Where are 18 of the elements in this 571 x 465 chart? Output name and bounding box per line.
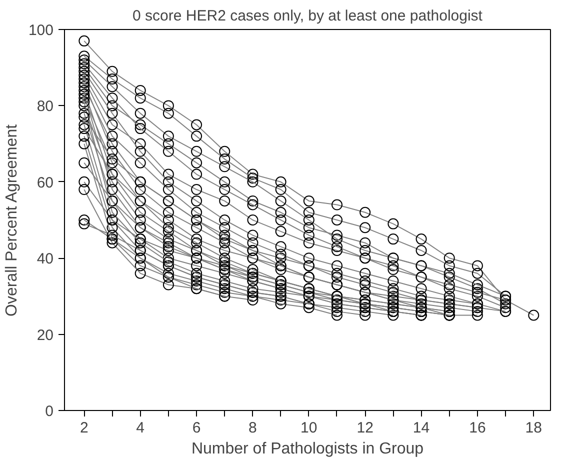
chart-title: 0 score HER2 cases only, by at least one pathologist [132, 8, 484, 24]
x-tick-label: 12 [356, 420, 374, 436]
x-axis-title: Number of Pathologists in Group [191, 440, 424, 458]
y-tick-label: 80 [36, 98, 54, 116]
y-tick-label: 20 [36, 326, 54, 344]
x-tick-label: 4 [136, 420, 145, 436]
x-tick-label: 6 [192, 420, 201, 436]
x-tick-label: 8 [248, 420, 257, 436]
x-tick-label: 10 [300, 420, 318, 436]
x-tick-label: 16 [469, 420, 486, 436]
y-axis-title: Overall Percent Agreement [3, 124, 20, 316]
x-tick-label: 14 [412, 420, 430, 436]
y-tick-label: 100 [28, 22, 54, 39]
x-tick-label: 2 [80, 420, 88, 436]
y-tick-label: 40 [36, 250, 54, 268]
y-tick-label: 0 [45, 403, 54, 420]
x-tick-label: 18 [525, 420, 542, 436]
y-tick-label: 60 [36, 174, 54, 192]
